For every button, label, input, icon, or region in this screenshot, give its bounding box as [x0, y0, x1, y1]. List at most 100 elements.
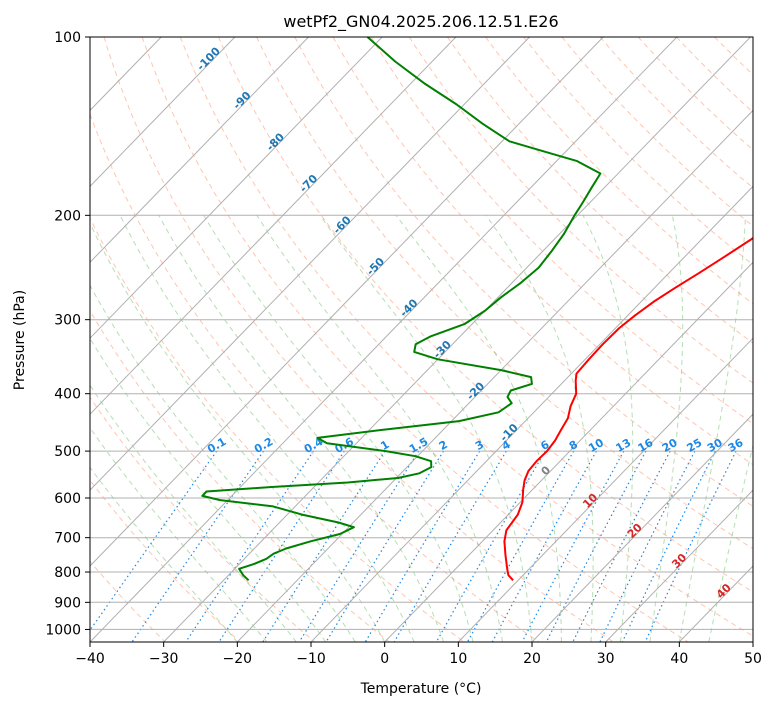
- moist-adiabat: [678, 215, 746, 642]
- dry-adiabat: [141, 37, 689, 642]
- x-tick-label: 50: [744, 651, 762, 667]
- moist-adiabat: [582, 215, 634, 642]
- isotherm-label: 30: [669, 551, 689, 571]
- y-tick-label: 200: [54, 208, 81, 224]
- isotherm-label: 10: [580, 491, 600, 511]
- mixing-ratio-label: 25: [685, 436, 705, 455]
- dry-adiabat: [446, 37, 753, 344]
- mixing-ratio-label: 0.1: [205, 435, 228, 456]
- dry-adiabat: [90, 309, 390, 642]
- mixing-ratio-line: [262, 450, 386, 642]
- data-series: [201, 37, 753, 582]
- moist-adiabat: [90, 427, 268, 642]
- isotherm-line: [90, 37, 457, 415]
- isotherm-line: [90, 37, 604, 567]
- mixing-ratio-line: [621, 450, 716, 642]
- isotherm-label: -90: [230, 89, 253, 112]
- isotherm-line: [90, 37, 309, 263]
- moist-adiabat: [90, 384, 297, 642]
- dry-adiabat: [90, 112, 540, 642]
- mixing-ratio-line: [644, 450, 737, 642]
- mixing-ratio-line: [466, 450, 575, 642]
- mixing-ratio-line: [298, 450, 420, 642]
- isotherm-label: -20: [464, 379, 487, 402]
- dry-adiabat: [676, 37, 753, 113]
- moist-adiabat: [256, 215, 503, 642]
- y-tick-label: 400: [54, 387, 81, 403]
- y-tick-label: 300: [54, 313, 81, 329]
- dewpoint-line: [201, 37, 602, 582]
- mixing-ratio-label: 1.5: [407, 435, 430, 456]
- x-tick-label: −30: [149, 651, 179, 667]
- y-tick-label: 600: [54, 491, 81, 507]
- moist-adiabat: [485, 215, 594, 642]
- dry-adiabat: [370, 37, 753, 425]
- mixing-ratio-label: 30: [705, 436, 725, 455]
- chart-title: wetPf2_GN04.2025.206.12.51.E26: [283, 12, 558, 32]
- mixing-ratio-line: [545, 450, 647, 642]
- mixing-ratio-line: [435, 450, 546, 642]
- mixing-ratio-line: [90, 450, 218, 632]
- mixing-ratio-label: 16: [636, 436, 656, 455]
- dry-adiabat: [179, 37, 753, 637]
- x-axis-label: Temperature (°C): [360, 681, 482, 697]
- mixing-ratio-line: [364, 450, 481, 642]
- y-tick-label: 500: [54, 444, 81, 460]
- grid-lines: [90, 37, 753, 642]
- y-axis-ticks: 100 200 300 400 500 600 700 800 900 1000: [45, 30, 90, 638]
- x-tick-label: 10: [449, 651, 467, 667]
- moist-adiabat: [395, 215, 562, 642]
- isotherm-label: -40: [397, 296, 420, 319]
- dry-adiabat: [752, 37, 753, 38]
- dry-adiabat: [103, 37, 614, 642]
- isotherm-line: [384, 261, 753, 642]
- moist-adiabat: [649, 215, 684, 642]
- x-tick-label: 20: [523, 651, 541, 667]
- x-axis-ticks: −40 −30 −20 −10 0 10 20 30 40 50: [75, 642, 762, 667]
- dry-adiabat: [599, 37, 753, 189]
- dry-adiabat: [523, 37, 753, 266]
- x-tick-label: 30: [597, 651, 615, 667]
- dry-adiabat: [218, 37, 753, 593]
- mixing-ratio-label: 10: [586, 436, 606, 455]
- dry-adiabat: [637, 37, 753, 151]
- dry-adiabat: [332, 37, 753, 466]
- isotherm-line: [163, 37, 751, 642]
- y-tick-label: 800: [54, 565, 81, 581]
- dry-adiabat: [714, 37, 753, 76]
- background-reference-lines: [90, 37, 753, 642]
- isotherm-line: [90, 37, 530, 491]
- temperature-line: [503, 236, 753, 581]
- dry-adiabat: [485, 37, 753, 305]
- mixing-ratio-label: 20: [660, 436, 680, 455]
- x-tick-label: −10: [296, 651, 326, 667]
- moist-adiabat: [319, 215, 533, 642]
- y-axis-label: Pressure (hPa): [12, 290, 28, 390]
- dry-adiabat: [408, 37, 753, 384]
- mixing-ratio-line: [572, 450, 671, 642]
- mixing-ratio-label: 13: [614, 436, 634, 455]
- mixing-ratio-line: [131, 450, 265, 642]
- y-tick-label: 700: [54, 531, 81, 547]
- y-tick-label: 900: [54, 595, 81, 611]
- dry-adiabat: [90, 479, 241, 642]
- mixing-ratio-line: [491, 450, 597, 642]
- y-tick-label: 1000: [45, 622, 81, 638]
- mixing-ratio-line: [599, 450, 696, 642]
- isotherm-line: [605, 489, 753, 642]
- moist-adiabat: [203, 215, 474, 642]
- isotherm-label: -100: [194, 44, 223, 73]
- moist-adiabat: [119, 215, 415, 642]
- isotherm-line: [90, 37, 383, 339]
- isotherm-line: [457, 337, 753, 642]
- x-tick-label: −20: [223, 651, 253, 667]
- isotherm-line: [752, 641, 753, 642]
- mixing-ratio-line: [393, 450, 507, 642]
- isotherm-label: -70: [297, 172, 320, 195]
- dry-adiabat: [256, 37, 753, 550]
- dry-adiabat: [561, 37, 753, 227]
- moist-adiabat: [90, 222, 386, 642]
- isotherm-line: [90, 37, 236, 188]
- dry-adiabat: [90, 216, 465, 642]
- mixing-ratio-label: 0.2: [252, 435, 275, 456]
